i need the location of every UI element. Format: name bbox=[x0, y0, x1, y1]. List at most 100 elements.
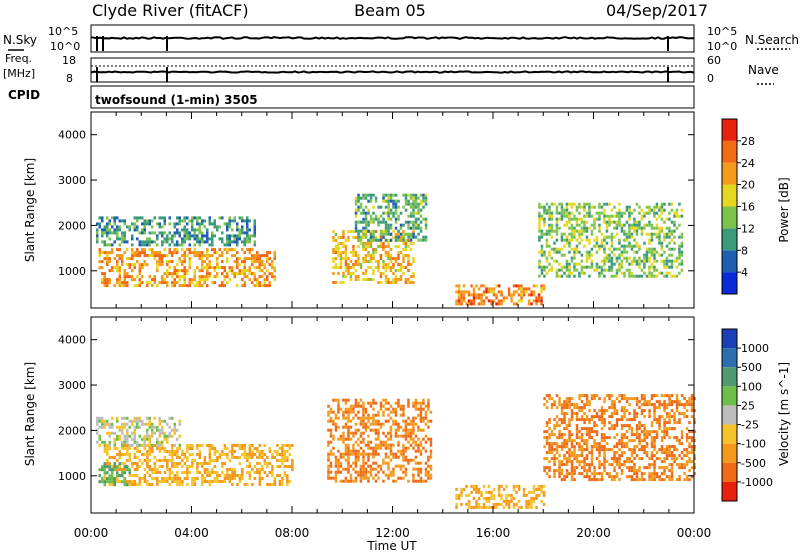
echo-cell bbox=[106, 278, 109, 282]
echo-cell bbox=[402, 443, 405, 447]
echo-cell bbox=[613, 247, 616, 251]
echo-cell bbox=[545, 439, 549, 443]
echo-cell bbox=[497, 487, 501, 491]
echo-cell bbox=[357, 401, 360, 405]
echo-cell bbox=[645, 436, 649, 440]
echo-cell bbox=[670, 457, 674, 461]
echo-cell bbox=[121, 471, 124, 475]
echo-cell bbox=[404, 449, 408, 453]
echo-cell bbox=[573, 412, 576, 416]
echo-cell bbox=[648, 205, 651, 209]
echo-cell bbox=[678, 466, 681, 470]
echo-cell bbox=[253, 254, 256, 258]
echo-cell bbox=[342, 251, 345, 254]
echo-cell bbox=[600, 406, 604, 410]
echo-cell bbox=[226, 243, 229, 247]
echo-cell bbox=[339, 266, 343, 269]
echo-cell bbox=[540, 296, 543, 300]
echo-cell bbox=[261, 453, 264, 456]
echo-cell bbox=[690, 436, 694, 440]
echo-cell bbox=[593, 397, 596, 401]
echo-cell bbox=[121, 281, 124, 285]
echo-cell bbox=[193, 234, 196, 238]
echo-cell bbox=[543, 232, 546, 236]
echo-cell bbox=[118, 248, 121, 252]
echo-cell bbox=[171, 428, 174, 432]
echo-cell bbox=[126, 459, 129, 462]
echo-cell bbox=[347, 419, 350, 423]
echo-cell bbox=[183, 231, 186, 235]
echo-cell bbox=[178, 422, 181, 426]
echo-cell bbox=[598, 442, 601, 446]
echo-cell bbox=[650, 457, 654, 461]
echo-cell bbox=[645, 433, 649, 437]
echo-cell bbox=[108, 257, 111, 261]
echo-cell bbox=[374, 467, 378, 471]
echo-cell bbox=[663, 235, 666, 239]
echo-cell bbox=[211, 471, 214, 474]
velocity-colorbar-cell bbox=[722, 443, 737, 463]
echo-cell bbox=[625, 460, 629, 464]
echo-cell bbox=[550, 229, 554, 233]
echo-cell bbox=[223, 453, 227, 456]
nsearch-label: N.Search bbox=[745, 33, 799, 47]
echo-cell bbox=[213, 281, 216, 285]
echo-cell bbox=[103, 462, 106, 466]
echo-cell bbox=[603, 436, 606, 440]
echo-cell bbox=[131, 278, 134, 282]
echo-cell bbox=[643, 472, 646, 476]
echo-cell bbox=[570, 463, 574, 467]
echo-cell bbox=[113, 240, 116, 244]
echo-cell bbox=[379, 464, 383, 468]
echo-cell bbox=[538, 250, 541, 254]
echo-cell bbox=[583, 403, 586, 407]
echo-cell bbox=[625, 250, 629, 254]
echo-cell bbox=[678, 253, 681, 257]
echo-cell bbox=[372, 398, 375, 402]
echo-cell bbox=[608, 406, 611, 410]
echo-cell bbox=[118, 462, 121, 466]
echo-cell bbox=[670, 445, 674, 449]
echo-cell bbox=[359, 470, 363, 474]
echo-cell bbox=[188, 231, 191, 235]
echo-cell bbox=[620, 451, 624, 455]
echo-cell bbox=[419, 238, 423, 242]
echo-cell bbox=[688, 457, 691, 461]
echo-cell bbox=[655, 274, 659, 278]
echo-cell bbox=[658, 241, 661, 245]
echo-cell bbox=[535, 302, 538, 306]
echo-cell bbox=[268, 251, 271, 255]
echo-cell bbox=[141, 453, 144, 456]
power-colorbar-tick-label: 20 bbox=[741, 179, 755, 192]
echo-cell bbox=[613, 262, 616, 266]
echo-cell bbox=[688, 460, 691, 464]
echo-cell bbox=[176, 231, 179, 235]
echo-cell bbox=[382, 196, 385, 200]
echo-cell bbox=[369, 196, 373, 200]
echo-cell bbox=[379, 254, 383, 257]
echo-cell bbox=[188, 447, 192, 450]
echo-cell bbox=[560, 478, 564, 482]
echo-cell bbox=[538, 259, 541, 263]
echo-cell bbox=[419, 479, 423, 483]
echo-cell bbox=[138, 284, 141, 288]
echo-cell bbox=[362, 449, 365, 453]
echo-cell bbox=[399, 251, 403, 254]
echo-cell bbox=[266, 465, 269, 468]
echo-cell bbox=[126, 416, 129, 420]
echo-cell bbox=[191, 462, 194, 465]
echo-cell bbox=[118, 428, 121, 432]
echo-cell bbox=[246, 248, 249, 252]
echo-cell bbox=[263, 471, 267, 474]
echo-cell bbox=[638, 223, 641, 227]
echo-cell bbox=[429, 440, 433, 444]
echo-cell bbox=[404, 232, 408, 236]
echo-cell bbox=[655, 430, 659, 434]
echo-cell bbox=[392, 211, 395, 215]
echo-cell bbox=[143, 263, 146, 267]
echo-cell bbox=[578, 442, 581, 446]
echo-cell bbox=[394, 208, 398, 212]
echo-cell bbox=[615, 214, 619, 218]
echo-cell bbox=[106, 284, 109, 288]
echo-cell bbox=[475, 502, 478, 506]
